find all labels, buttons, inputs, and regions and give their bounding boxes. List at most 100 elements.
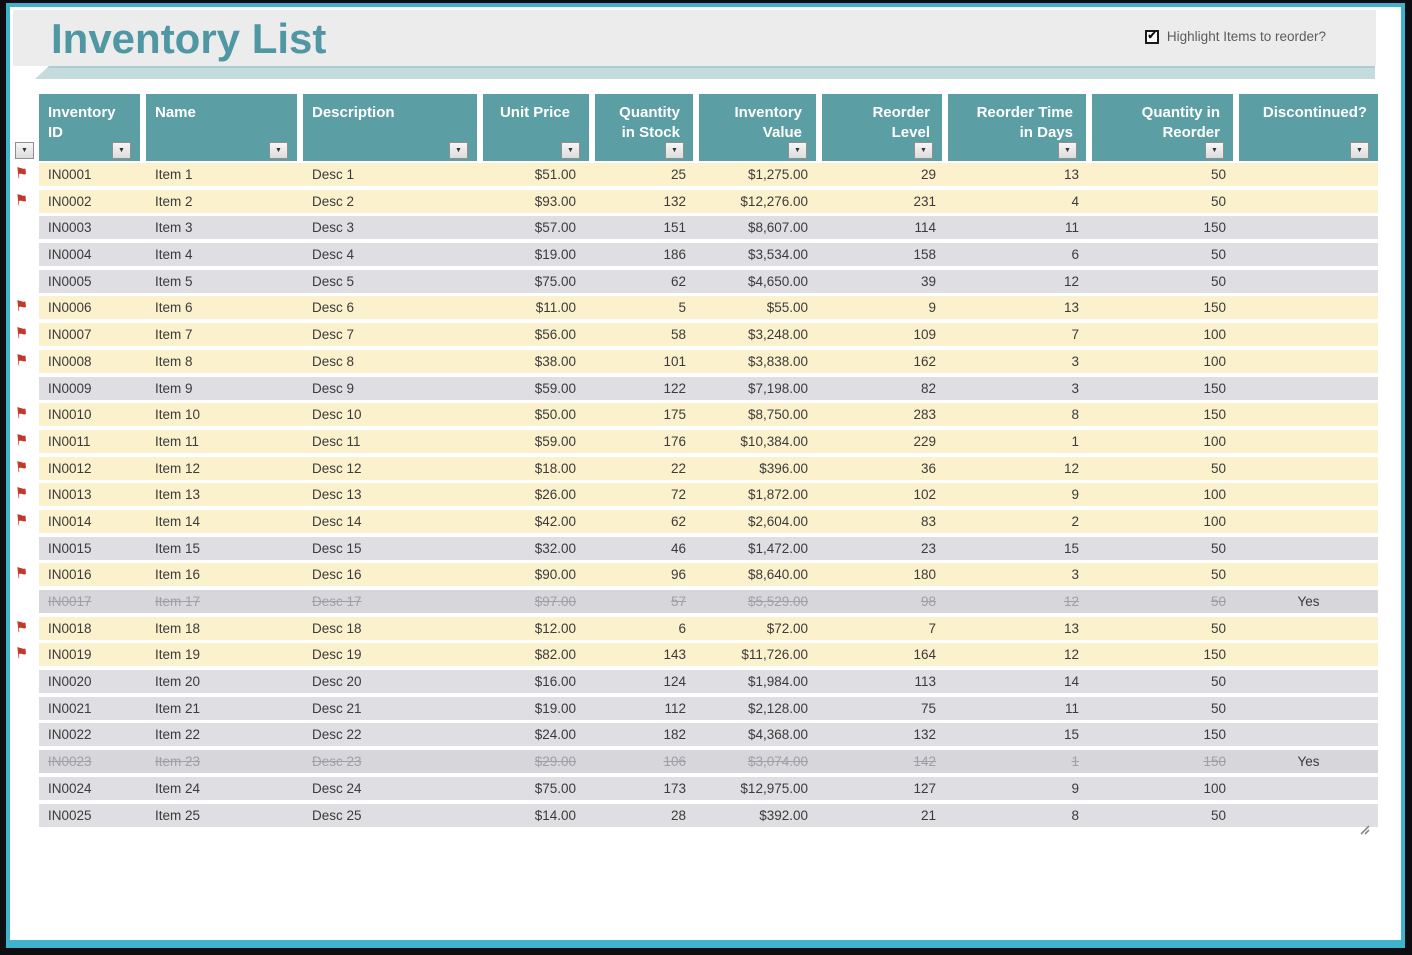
cell-discontinued[interactable] — [1239, 216, 1378, 240]
cell-inventory-value[interactable]: $2,604.00 — [699, 509, 822, 533]
cell-quantity-in-reorder[interactable]: 50 — [1092, 163, 1239, 186]
cell-name[interactable]: Item 10 — [146, 403, 303, 427]
cell-name[interactable]: Item 16 — [146, 563, 303, 587]
cell-reorder-level[interactable]: 180 — [822, 563, 948, 587]
cell-reorder-time-days[interactable]: 15 — [948, 536, 1092, 560]
cell-reorder-time-days[interactable]: 8 — [948, 403, 1092, 427]
cell-quantity-in-stock[interactable]: 143 — [595, 643, 699, 667]
cell-description[interactable]: Desc 18 — [303, 616, 483, 640]
cell-reorder-level[interactable]: 21 — [822, 803, 948, 827]
cell-inventory-value[interactable]: $396.00 — [699, 456, 822, 480]
cell-discontinued[interactable] — [1239, 323, 1378, 347]
cell-description[interactable]: Desc 6 — [303, 296, 483, 320]
cell-name[interactable]: Item 4 — [146, 243, 303, 267]
cell-reorder-level[interactable]: 7 — [822, 616, 948, 640]
cell-quantity-in-stock[interactable]: 62 — [595, 269, 699, 293]
cell-name[interactable]: Item 12 — [146, 456, 303, 480]
cell-reorder-level[interactable]: 9 — [822, 296, 948, 320]
cell-unit-price[interactable]: $50.00 — [483, 403, 595, 427]
cell-inventory-id[interactable]: IN0019 — [39, 643, 146, 667]
cell-inventory-id[interactable]: IN0025 — [39, 803, 146, 827]
cell-description[interactable]: Desc 15 — [303, 536, 483, 560]
cell-reorder-time-days[interactable]: 1 — [948, 750, 1092, 774]
cell-unit-price[interactable]: $12.00 — [483, 616, 595, 640]
cell-description[interactable]: Desc 22 — [303, 723, 483, 747]
cell-description[interactable]: Desc 19 — [303, 643, 483, 667]
cell-discontinued[interactable] — [1239, 403, 1378, 427]
cell-quantity-in-stock[interactable]: 173 — [595, 776, 699, 800]
cell-reorder-time-days[interactable]: 3 — [948, 376, 1092, 400]
cell-reorder-time-days[interactable]: 8 — [948, 803, 1092, 827]
cell-quantity-in-stock[interactable]: 22 — [595, 456, 699, 480]
cell-discontinued[interactable] — [1239, 803, 1378, 827]
cell-inventory-id[interactable]: IN0011 — [39, 429, 146, 453]
cell-inventory-value[interactable]: $7,198.00 — [699, 376, 822, 400]
cell-unit-price[interactable]: $11.00 — [483, 296, 595, 320]
cell-reorder-level[interactable]: 82 — [822, 376, 948, 400]
cell-quantity-in-reorder[interactable]: 150 — [1092, 643, 1239, 667]
cell-quantity-in-stock[interactable]: 96 — [595, 563, 699, 587]
cell-reorder-level[interactable]: 102 — [822, 483, 948, 507]
cell-reorder-time-days[interactable]: 2 — [948, 509, 1092, 533]
cell-quantity-in-stock[interactable]: 112 — [595, 696, 699, 720]
cell-inventory-id[interactable]: IN0001 — [39, 163, 146, 186]
cell-reorder-time-days[interactable]: 1 — [948, 429, 1092, 453]
cell-quantity-in-reorder[interactable]: 50 — [1092, 243, 1239, 267]
cell-quantity-in-stock[interactable]: 101 — [595, 349, 699, 373]
cell-name[interactable]: Item 13 — [146, 483, 303, 507]
cell-description[interactable]: Desc 17 — [303, 590, 483, 613]
cell-name[interactable]: Item 7 — [146, 323, 303, 347]
cell-name[interactable]: Item 25 — [146, 803, 303, 827]
cell-quantity-in-reorder[interactable]: 150 — [1092, 376, 1239, 400]
cell-description[interactable]: Desc 23 — [303, 750, 483, 774]
cell-inventory-id[interactable]: IN0010 — [39, 403, 146, 427]
cell-description[interactable]: Desc 20 — [303, 670, 483, 694]
cell-quantity-in-reorder[interactable]: 50 — [1092, 563, 1239, 587]
cell-description[interactable]: Desc 25 — [303, 803, 483, 827]
cell-description[interactable]: Desc 12 — [303, 456, 483, 480]
cell-unit-price[interactable]: $90.00 — [483, 563, 595, 587]
cell-name[interactable]: Item 15 — [146, 536, 303, 560]
cell-quantity-in-stock[interactable]: 57 — [595, 590, 699, 613]
cell-inventory-id[interactable]: IN0007 — [39, 323, 146, 347]
cell-quantity-in-reorder[interactable]: 50 — [1092, 590, 1239, 613]
cell-quantity-in-stock[interactable]: 46 — [595, 536, 699, 560]
filter-button-inventory-id[interactable]: ▼ — [112, 142, 131, 159]
cell-reorder-time-days[interactable]: 12 — [948, 590, 1092, 613]
cell-name[interactable]: Item 22 — [146, 723, 303, 747]
cell-unit-price[interactable]: $75.00 — [483, 269, 595, 293]
table-resize-handle-icon[interactable] — [1358, 823, 1370, 835]
cell-discontinued[interactable] — [1239, 616, 1378, 640]
cell-quantity-in-reorder[interactable]: 50 — [1092, 189, 1239, 213]
cell-inventory-id[interactable]: IN0002 — [39, 189, 146, 213]
cell-inventory-value[interactable]: $1,984.00 — [699, 670, 822, 694]
cell-reorder-time-days[interactable]: 15 — [948, 723, 1092, 747]
cell-discontinued[interactable] — [1239, 456, 1378, 480]
cell-inventory-id[interactable]: IN0013 — [39, 483, 146, 507]
filter-button-description[interactable]: ▼ — [449, 142, 468, 159]
cell-discontinued[interactable] — [1239, 189, 1378, 213]
cell-discontinued[interactable] — [1239, 723, 1378, 747]
cell-reorder-time-days[interactable]: 9 — [948, 776, 1092, 800]
cell-inventory-value[interactable]: $8,640.00 — [699, 563, 822, 587]
cell-quantity-in-stock[interactable]: 5 — [595, 296, 699, 320]
cell-reorder-time-days[interactable]: 13 — [948, 296, 1092, 320]
cell-reorder-time-days[interactable]: 11 — [948, 696, 1092, 720]
filter-button-reorder-time-days[interactable]: ▼ — [1058, 142, 1077, 159]
cell-unit-price[interactable]: $51.00 — [483, 163, 595, 186]
cell-inventory-value[interactable]: $2,128.00 — [699, 696, 822, 720]
cell-quantity-in-stock[interactable]: 132 — [595, 189, 699, 213]
cell-inventory-id[interactable]: IN0018 — [39, 616, 146, 640]
cell-name[interactable]: Item 24 — [146, 776, 303, 800]
cell-inventory-value[interactable]: $8,607.00 — [699, 216, 822, 240]
cell-quantity-in-stock[interactable]: 6 — [595, 616, 699, 640]
cell-name[interactable]: Item 8 — [146, 349, 303, 373]
cell-quantity-in-reorder[interactable]: 50 — [1092, 456, 1239, 480]
cell-reorder-level[interactable]: 231 — [822, 189, 948, 213]
cell-unit-price[interactable]: $24.00 — [483, 723, 595, 747]
cell-quantity-in-stock[interactable]: 124 — [595, 670, 699, 694]
cell-reorder-level[interactable]: 114 — [822, 216, 948, 240]
cell-reorder-time-days[interactable]: 12 — [948, 269, 1092, 293]
cell-quantity-in-reorder[interactable]: 50 — [1092, 696, 1239, 720]
filter-button-quantity-in-stock[interactable]: ▼ — [665, 142, 684, 159]
